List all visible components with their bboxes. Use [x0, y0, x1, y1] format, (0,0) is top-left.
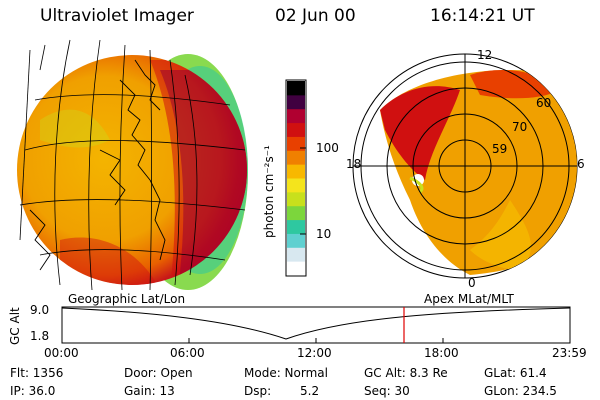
x-tick-1800: 18:00	[424, 346, 459, 360]
colorbar-swatch	[287, 233, 305, 248]
mlat-label-59: 59	[492, 142, 508, 156]
mlt-label-6: 6	[577, 157, 585, 171]
mode-status: Mode: Normal	[244, 366, 328, 380]
mlat-label-70: 70	[512, 120, 528, 134]
colorbar-swatch	[287, 164, 305, 179]
x-tick-0600: 06:00	[170, 346, 205, 360]
x-tick-0000: 00:00	[44, 346, 79, 360]
y-tick-9: 9.0	[30, 303, 50, 317]
mlt-label-18: 18	[346, 157, 362, 171]
flt-status: Flt: 1356	[10, 366, 64, 380]
colorbar-unit-label: photon cm⁻²s⁻¹	[262, 145, 276, 238]
colorbar-tick-100: 100	[316, 141, 339, 155]
colorbar-swatch	[287, 81, 305, 96]
colorbar-swatch	[287, 136, 305, 151]
gc-alt-status: GC Alt: 8.3 Re	[364, 366, 448, 380]
colorbar-swatch	[287, 261, 305, 276]
door-status: Door: Open	[124, 366, 193, 380]
seq-status: Seq: 30	[364, 384, 410, 398]
gc-alt-axis-label: GC Alt	[8, 307, 22, 345]
apex-caption: Apex MLat/MLT	[424, 292, 514, 306]
mlt-label-0: 0	[468, 276, 476, 290]
colorbar-swatch	[287, 122, 305, 137]
colorbar-swatch	[287, 150, 305, 165]
colorbar-swatch	[287, 94, 305, 110]
y-tick-1-8: 1.8	[30, 329, 50, 343]
ip-status: IP: 36.0	[10, 384, 56, 398]
date-label: 02 Jun 00	[275, 6, 356, 26]
x-tick-2359: 23:59	[552, 346, 587, 360]
colorbar-swatch	[287, 219, 305, 234]
gain-status: Gain: 13	[124, 384, 175, 398]
dsp-label: Dsp:	[244, 384, 272, 398]
colorbar-tick-10: 10	[316, 227, 332, 241]
dsp-value: 5.2	[300, 384, 320, 398]
time-label: 16:14:21 UT	[430, 6, 535, 26]
colorbar-swatch	[287, 191, 305, 207]
geographic-caption: Geographic Lat/Lon	[68, 292, 186, 306]
x-tick-1200: 12:00	[297, 346, 332, 360]
colorbar-swatch	[287, 108, 305, 124]
mlat-label-60: 60	[536, 96, 552, 110]
glon-status: GLon: 234.5	[484, 384, 557, 398]
colorbar-swatch	[287, 178, 305, 193]
app-title: Ultraviolet Imager	[40, 6, 194, 26]
mlt-label-12: 12	[477, 48, 493, 62]
colorbar-swatch	[287, 247, 305, 262]
glat-status: GLat: 61.4	[484, 366, 547, 380]
colorbar-swatch	[287, 205, 305, 221]
colorbar-swatches	[287, 81, 305, 276]
